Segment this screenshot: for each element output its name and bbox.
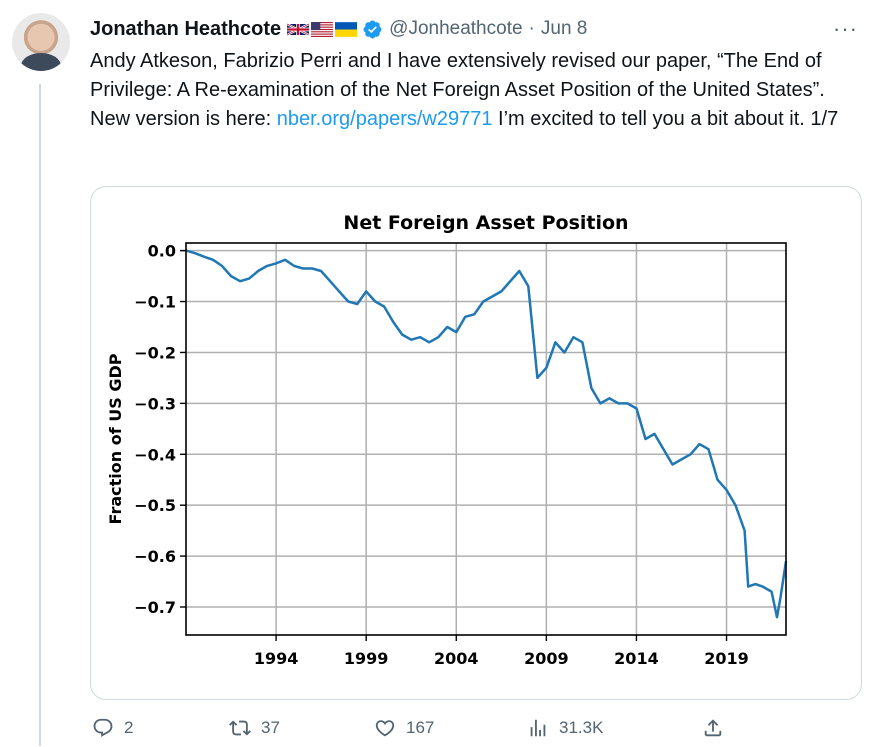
avatar-shirt (21, 53, 61, 71)
tweet-date[interactable]: Jun 8 (540, 18, 588, 39)
separator-dot: · (528, 18, 535, 39)
ukraine-flag-icon (335, 21, 358, 37)
like-count: 167 (406, 718, 435, 737)
reply-icon (93, 718, 113, 737)
share-button[interactable] (702, 717, 734, 739)
plot-frame (185, 242, 787, 636)
share-icon (704, 719, 722, 737)
series-line (185, 249, 788, 619)
chart-title: Net Foreign Asset Position (343, 212, 628, 234)
y-tick-label: −0.1 (134, 293, 176, 312)
chart-image[interactable]: 1994 1999 2004 2009 2014 2019 0.0 −0.1 −0.2 −0.3 −… (90, 186, 862, 700)
x-tick-label: 2009 (524, 649, 569, 668)
y-tick-label: −0.7 (134, 598, 176, 617)
y-tick-label: −0.2 (134, 343, 176, 362)
x-tick-label: 2014 (614, 649, 659, 668)
action-bar: 2 37 167 31.3K (0, 717, 874, 747)
author-handle[interactable]: @Jonheathcote (389, 18, 523, 39)
like-button[interactable]: 167 (374, 717, 434, 739)
author-name[interactable]: Jonathan Heathcote (90, 17, 282, 40)
reply-count: 2 (124, 718, 134, 737)
views-icon (530, 719, 546, 737)
us-flag-icon (311, 21, 334, 37)
y-tick-label: −0.6 (134, 547, 176, 566)
retweet-icon (229, 720, 251, 736)
y-tick-label: −0.4 (134, 445, 176, 464)
x-tick-label: 2019 (704, 649, 749, 668)
more-options-icon[interactable]: ··· (833, 16, 858, 41)
views-button[interactable]: 31.3K (527, 717, 603, 739)
net-foreign-asset-chart: 1994 1999 2004 2009 2014 2019 0.0 −0.1 −0.2 −0.3 −… (106, 212, 788, 668)
x-tick-label: 1994 (254, 649, 299, 668)
y-tick-label: −0.5 (134, 496, 176, 515)
verified-badge-icon (363, 20, 382, 38)
tweet-text: Andy Atkeson, Fabrizio Perri and I have … (90, 47, 870, 134)
heart-icon (375, 720, 395, 737)
retweet-count: 37 (261, 718, 280, 737)
tweet-text-part1: Andy Atkeson, Fabrizio Perri and I have … (90, 50, 825, 130)
thread-line (39, 84, 41, 746)
x-tick-label: 1999 (344, 649, 389, 668)
y-axis-label: Fraction of US GDP (106, 353, 125, 524)
y-tick-label: 0.0 (148, 242, 176, 261)
uk-flag-icon (287, 22, 310, 36)
paper-link[interactable]: nber.org/papers/w29771 (276, 108, 493, 130)
y-tick-label: −0.3 (134, 394, 176, 413)
flag-emojis (287, 21, 358, 37)
tweet-header: Jonathan Heathcote @Jonheathcote · Jun 8 (90, 17, 587, 41)
x-tick-label: 2004 (434, 649, 479, 668)
retweet-button[interactable]: 37 (229, 717, 280, 739)
tweet-text-part2: I’m excited to tell you a bit about it. … (492, 108, 839, 130)
views-count: 31.3K (559, 718, 604, 737)
reply-button[interactable]: 2 (92, 717, 133, 739)
avatar[interactable] (12, 13, 70, 71)
